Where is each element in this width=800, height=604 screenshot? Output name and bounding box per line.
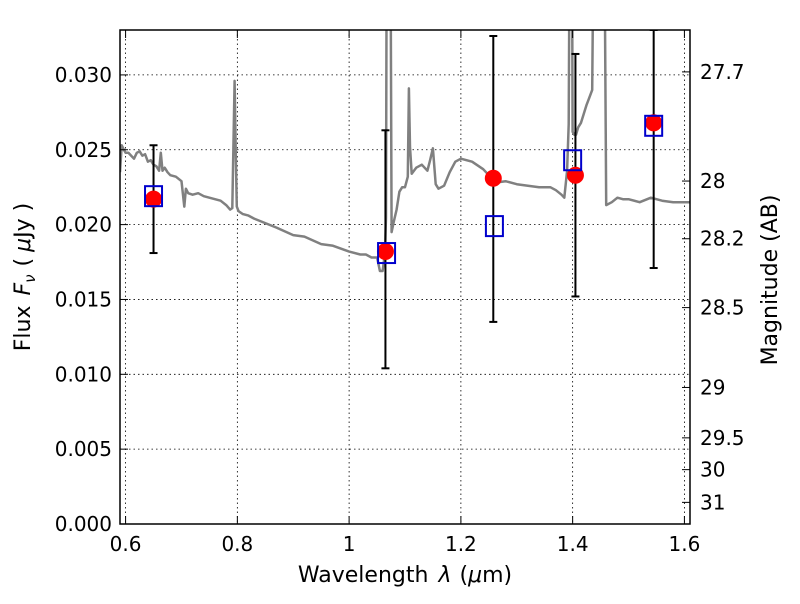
model-square bbox=[484, 215, 504, 238]
errorbar-layer bbox=[149, 30, 658, 370]
grid-layer bbox=[120, 30, 690, 524]
x-tick-label: 0.8 bbox=[221, 532, 253, 556]
y2-tick-label: 31 bbox=[700, 490, 725, 514]
model-square bbox=[144, 185, 164, 208]
y2-tick-label: 29.5 bbox=[700, 426, 745, 450]
y2-tick-labels: 27.7 28 28.2 28.5 29 29.5 30 31 bbox=[700, 60, 745, 514]
model-square bbox=[377, 242, 397, 265]
tick-layer bbox=[120, 30, 690, 525]
spectrum-layer bbox=[120, 30, 690, 273]
y2-tick-label: 28 bbox=[700, 169, 725, 193]
x-tick-label: 0.6 bbox=[110, 532, 142, 556]
x-axis-label: Wavelength λ (μm) bbox=[298, 563, 512, 588]
x-tick-label: 1.2 bbox=[445, 532, 477, 556]
y-tick-label: 0.005 bbox=[55, 437, 112, 461]
spectrum-line bbox=[120, 30, 690, 273]
data-point bbox=[484, 169, 502, 187]
data-point bbox=[376, 243, 394, 261]
x-tick-label: 1 bbox=[343, 532, 356, 556]
y-tick-label: 0.020 bbox=[55, 213, 112, 237]
data-point bbox=[145, 190, 163, 208]
data-point bbox=[645, 114, 663, 132]
y2-tick-label: 27.7 bbox=[700, 60, 745, 84]
x-tick-label: 1.4 bbox=[557, 532, 589, 556]
plot-frame bbox=[119, 29, 691, 525]
y-tick-label: 0.025 bbox=[55, 138, 112, 162]
y2-tick-label: 28.2 bbox=[700, 227, 745, 251]
y2-axis-label: Magnitude (AB) bbox=[758, 195, 783, 366]
x-tick-label: 1.6 bbox=[669, 532, 701, 556]
y2-tick-label: 29 bbox=[700, 375, 725, 399]
y-tick-label: 0.000 bbox=[55, 512, 112, 536]
y-tick-label: 0.030 bbox=[55, 63, 112, 87]
model-square bbox=[644, 114, 664, 137]
model-square bbox=[563, 149, 583, 172]
y-tick-label: 0.010 bbox=[55, 362, 112, 386]
y-axis-label: FluxFν(μJy ) bbox=[11, 203, 39, 351]
squares-layer bbox=[144, 114, 664, 265]
y2-tick-label: 28.5 bbox=[700, 296, 745, 320]
plot-area bbox=[120, 30, 690, 370]
y-tick-labels: 0.000 0.005 0.010 0.015 0.020 0.025 0.030 bbox=[55, 63, 112, 536]
y-tick-label: 0.015 bbox=[55, 287, 112, 311]
y2-tick-label: 30 bbox=[700, 458, 725, 482]
x-tick-labels: 0.6 0.8 1 1.2 1.4 1.6 bbox=[110, 532, 701, 556]
